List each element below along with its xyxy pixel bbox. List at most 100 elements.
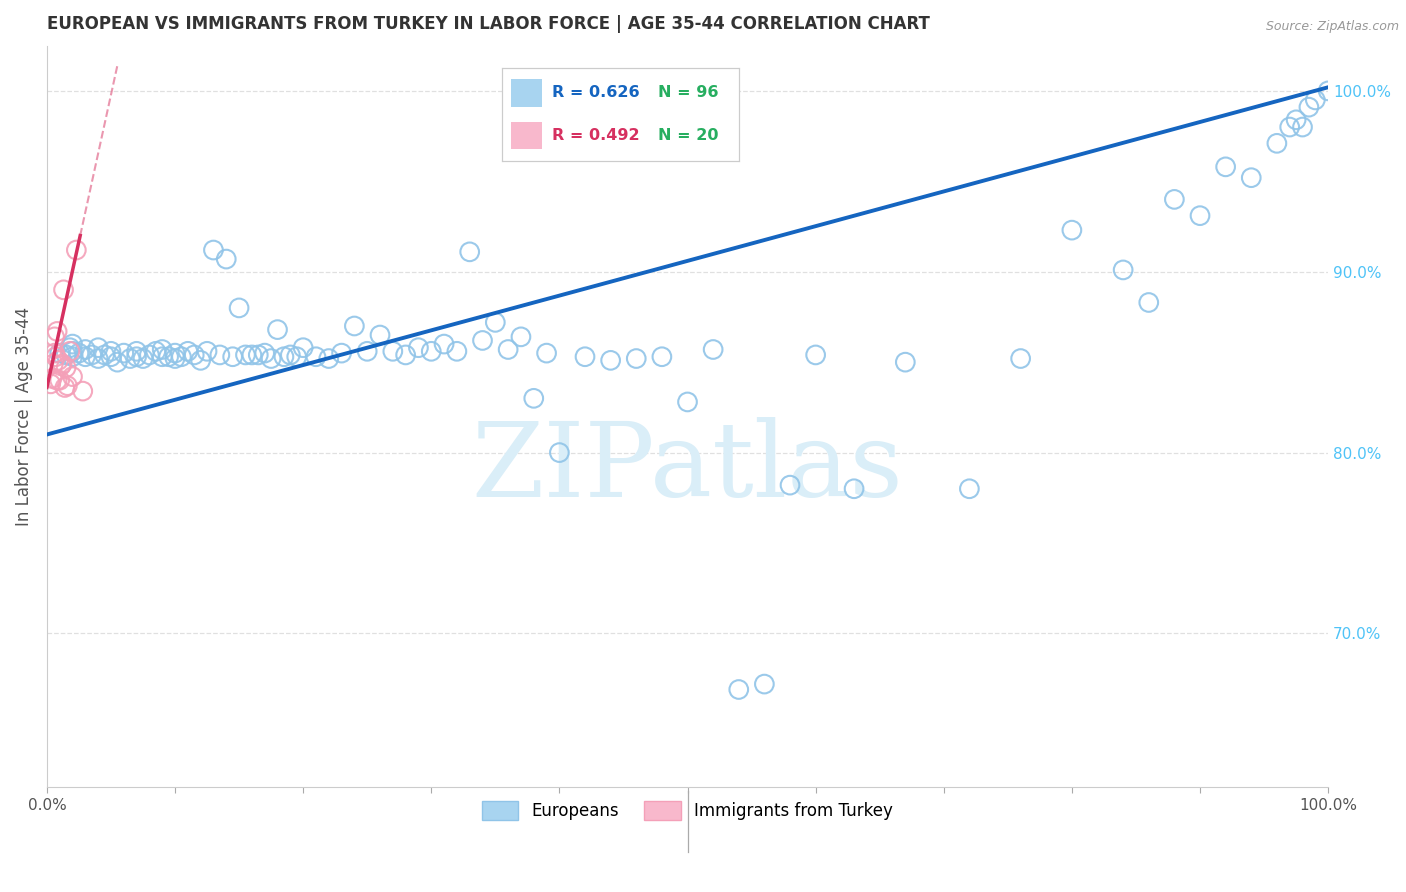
Point [278, 348, 301, 362]
Point [235, 348, 257, 362]
Point [157, 350, 180, 364]
Point [190, 353, 212, 368]
Point [510, 330, 533, 344]
Point [484, 315, 506, 329]
Text: ZIPatlas: ZIPatlas [471, 417, 904, 519]
Point [420, 344, 443, 359]
Point [87, 351, 110, 366]
Point [548, 445, 571, 459]
Point [62, 350, 84, 364]
Point [120, 351, 142, 366]
Point [285, 350, 308, 364]
Point [125, 344, 148, 359]
Point [49, 359, 72, 373]
Point [1060, 223, 1083, 237]
Point [170, 350, 193, 364]
Point [59, 344, 82, 359]
Point [1010, 351, 1032, 366]
Y-axis label: In Labor Force | Age 35-44: In Labor Force | Age 35-44 [15, 307, 32, 526]
Point [42, 357, 65, 371]
Point [1240, 170, 1263, 185]
Point [177, 344, 200, 359]
Point [44, 330, 66, 344]
Point [62, 337, 84, 351]
Point [44, 346, 66, 360]
Point [381, 344, 404, 359]
Point [80, 348, 103, 362]
Point [183, 348, 205, 362]
Point [45, 350, 67, 364]
Point [1137, 295, 1160, 310]
Point [260, 351, 283, 366]
Point [55, 348, 77, 362]
Point [56, 378, 79, 392]
Point [100, 350, 122, 364]
Point [48, 346, 70, 360]
Point [163, 351, 186, 366]
Point [72, 384, 94, 398]
Point [292, 341, 315, 355]
Point [100, 344, 122, 359]
Point [305, 350, 328, 364]
Point [215, 252, 238, 266]
Point [253, 346, 276, 360]
Point [408, 341, 430, 355]
Point [471, 334, 494, 348]
Point [1317, 84, 1340, 98]
Point [446, 344, 468, 359]
Point [727, 682, 749, 697]
Point [48, 373, 70, 387]
Point [112, 346, 135, 360]
Point [53, 380, 76, 394]
Point [626, 351, 648, 366]
Point [330, 346, 353, 360]
Point [356, 344, 378, 359]
Point [599, 353, 621, 368]
Point [228, 301, 250, 315]
Point [150, 343, 173, 357]
Point [458, 244, 481, 259]
Point [1291, 120, 1313, 134]
Point [273, 350, 295, 364]
Point [75, 350, 97, 364]
Point [125, 350, 148, 364]
Point [208, 348, 231, 362]
Point [93, 348, 115, 362]
Point [1112, 263, 1135, 277]
Point [138, 348, 160, 362]
Point [536, 346, 558, 360]
Point [433, 337, 456, 351]
Point [62, 369, 84, 384]
Point [59, 341, 82, 355]
Point [240, 348, 263, 362]
Point [779, 478, 801, 492]
Point [87, 341, 110, 355]
Legend: Europeans, Immigrants from Turkey: Europeans, Immigrants from Turkey [475, 795, 900, 827]
Point [62, 344, 84, 359]
Point [202, 243, 225, 257]
Point [496, 343, 519, 357]
Point [957, 482, 980, 496]
Point [150, 350, 173, 364]
Point [145, 344, 167, 359]
Point [132, 351, 155, 366]
Point [46, 373, 69, 387]
Point [368, 328, 391, 343]
Point [842, 482, 865, 496]
Point [651, 350, 673, 364]
Point [1188, 209, 1211, 223]
Point [247, 348, 270, 362]
Point [395, 348, 418, 362]
Point [55, 360, 77, 375]
Point [1298, 100, 1320, 114]
Point [46, 325, 69, 339]
Point [105, 355, 128, 369]
Point [163, 346, 186, 360]
Point [343, 318, 366, 333]
Point [1305, 93, 1327, 107]
Point [67, 346, 90, 360]
Point [1285, 112, 1308, 127]
Point [702, 343, 724, 357]
Point [676, 395, 699, 409]
Point [754, 677, 776, 691]
